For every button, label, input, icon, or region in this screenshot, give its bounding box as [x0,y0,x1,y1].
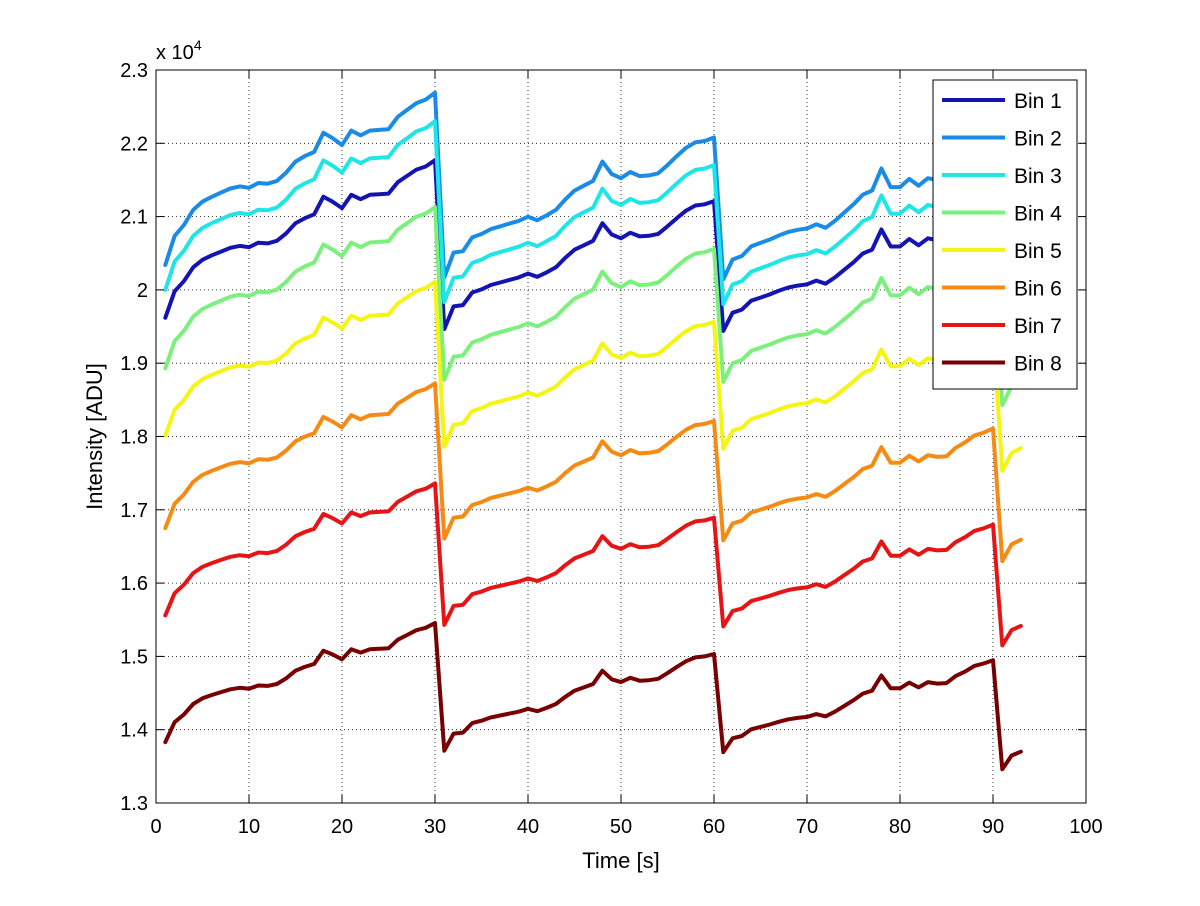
x-tick-label: 50 [610,816,632,838]
x-tick-label: 70 [796,816,818,838]
series-line [163,279,1023,473]
x-tick-label: 20 [331,816,353,838]
y-tick-label: 1.7 [120,500,148,522]
legend-label: Bin 5 [1014,240,1062,263]
y-exponent-label: x 104 [156,37,202,64]
grid [156,70,1086,803]
series-line [163,481,1023,648]
series-line [163,381,1023,564]
y-tick-label: 2.3 [120,60,148,82]
legend-label: Bin 6 [1014,278,1062,301]
y-axis-label: Intensity [ADU] [82,363,107,510]
legend-label: Bin 8 [1014,353,1062,376]
legend: Bin 1 Bin 2 Bin 3 Bin 4 Bin 5 Bin 6 Bin 7 Bin 8 [932,79,1078,390]
y-tick-label: 1.4 [120,720,148,742]
y-tick-label: 2.1 [120,207,148,229]
y-tick-label: 2 [137,280,148,302]
x-tick-label: 100 [1069,816,1102,838]
series-line [163,119,1023,331]
x-tick-label: 80 [889,816,911,838]
y-tick-label: 1.6 [120,573,148,595]
series-line [163,205,1023,408]
y-tick-label: 1.9 [120,353,148,375]
x-tick-label: 60 [703,816,725,838]
y-tick-label: 1.8 [120,427,148,449]
legend-box [932,79,1078,390]
x-axis-label: Time [s] [582,848,659,873]
legend-label: Bin 2 [1014,128,1062,151]
y-tick-label: 1.3 [120,793,148,815]
legend-label: Bin 1 [1014,90,1062,113]
x-tick-label: 90 [982,816,1004,838]
series-line [163,90,1023,307]
y-tick-labels: 1.3 1.4 1.5 1.6 1.7 1.8 1.9 2 2.1 2.2 2.3 [120,60,148,815]
series-lines [163,90,1023,772]
x-tick-label: 40 [517,816,539,838]
x-tick-label: 0 [150,816,161,838]
x-tick-labels: 0 10 20 30 40 50 60 70 80 90 100 [150,816,1102,838]
legend-label: Bin 4 [1014,203,1062,226]
legend-label: Bin 3 [1014,165,1062,188]
ticks [155,69,1087,804]
legend-label: Bin 7 [1014,315,1062,338]
series-line [163,158,1023,356]
series-line [163,621,1023,772]
x-tick-label: 10 [238,816,260,838]
y-tick-label: 1.5 [120,646,148,668]
x-tick-label: 30 [424,816,446,838]
y-tick-label: 2.2 [120,133,148,155]
